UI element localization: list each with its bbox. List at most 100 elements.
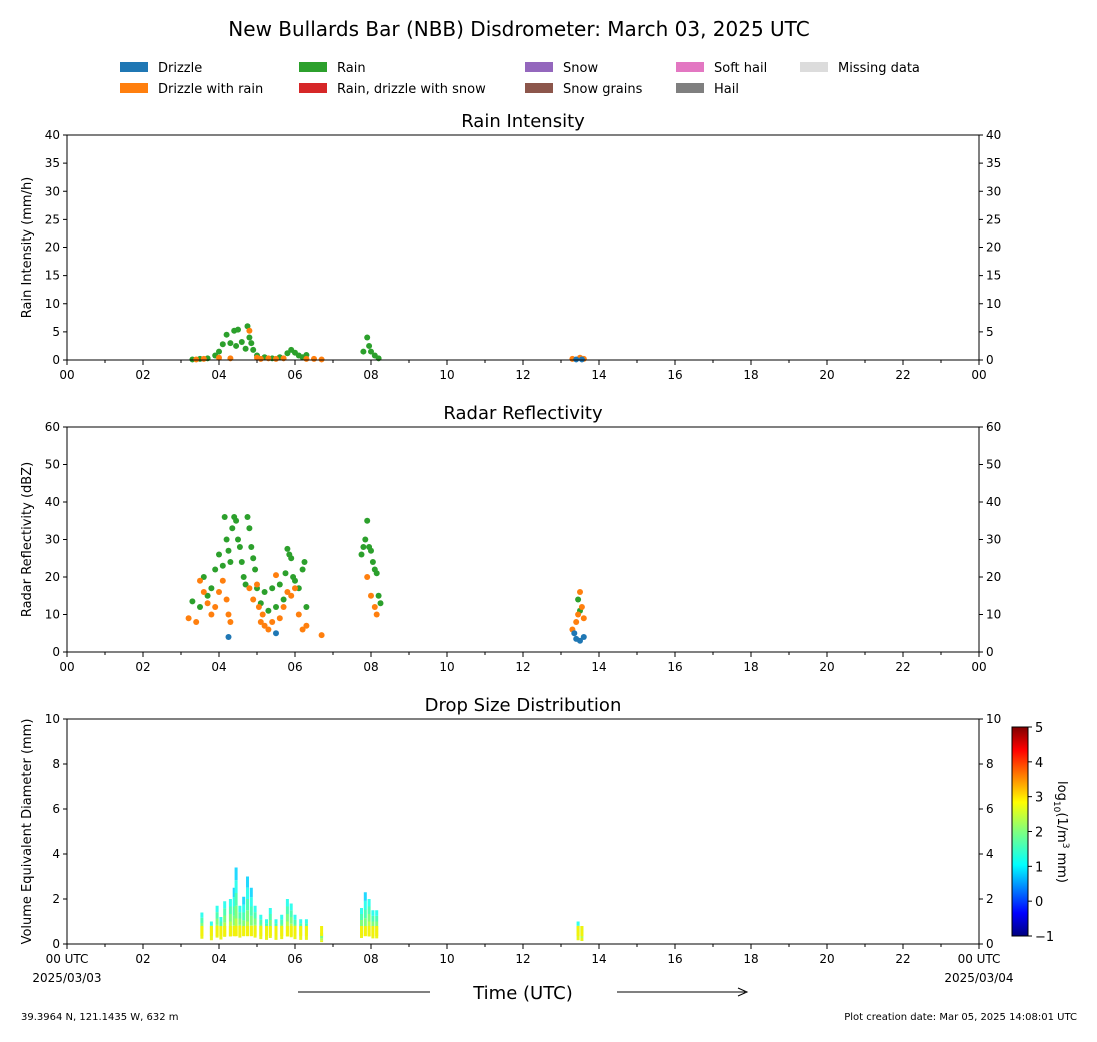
data-point xyxy=(193,356,200,363)
legend-label: Rain, drizzle with snow xyxy=(337,82,486,97)
dsd-cell xyxy=(215,905,219,913)
dsd-cell xyxy=(259,914,263,920)
dsd-cell xyxy=(246,926,249,937)
data-point xyxy=(360,348,367,355)
data-point xyxy=(364,334,371,341)
dsd-cell xyxy=(299,919,303,924)
data-point xyxy=(189,598,196,605)
data-point xyxy=(200,355,207,362)
y-tick-label: 20 xyxy=(45,570,60,584)
dsd-cell xyxy=(375,921,379,928)
x-tick-label: 02 xyxy=(135,660,150,674)
panel-title: Radar Reflectivity xyxy=(443,403,603,424)
dsd-cell xyxy=(274,926,278,937)
data-point xyxy=(219,341,226,348)
dsd-cell xyxy=(360,914,363,920)
dsd-cell xyxy=(367,899,371,907)
data-point xyxy=(204,600,211,607)
data-point xyxy=(216,589,222,595)
data-point xyxy=(368,547,374,554)
data-point xyxy=(246,334,253,341)
plot-frame xyxy=(66,134,980,361)
dsd-cell xyxy=(280,919,284,925)
colorbar-tick-label: 2 xyxy=(1035,826,1043,841)
data-point xyxy=(292,585,298,592)
dsd-cell xyxy=(249,906,253,916)
data-point xyxy=(284,545,291,552)
dsd-cell xyxy=(246,910,249,922)
y-tick-label: 35 xyxy=(45,156,60,170)
dsd-cell xyxy=(223,908,227,916)
x-tick-label: 04 xyxy=(211,368,226,382)
dsd-cell xyxy=(293,914,297,920)
dsd-cell xyxy=(232,915,236,926)
dsd-cell xyxy=(293,919,297,925)
dsd-cell xyxy=(371,915,375,922)
legend-label: Snow grains xyxy=(563,82,643,97)
dsd-cell xyxy=(304,919,308,924)
x-tick-label: 18 xyxy=(743,952,758,966)
data-point xyxy=(375,592,382,599)
dsd-cell xyxy=(367,921,371,929)
data-point xyxy=(269,585,276,592)
arrow-right-head-icon xyxy=(737,987,749,997)
dsd-cell xyxy=(219,921,223,926)
data-point xyxy=(580,634,587,640)
legend-swatch xyxy=(525,62,553,72)
x-tick-label: 00 xyxy=(971,368,986,382)
x-last-tick-date: 2025/03/04 xyxy=(944,971,1013,985)
legend-label: Hail xyxy=(714,82,739,97)
dsd-cell xyxy=(274,919,278,924)
legend-label: Drizzle xyxy=(158,61,202,76)
dsd-cell xyxy=(228,906,232,914)
x-tick-label: 18 xyxy=(743,368,758,382)
dsd-cell xyxy=(371,926,375,937)
data-point xyxy=(358,551,365,558)
dsd-cell xyxy=(259,926,263,937)
data-point xyxy=(368,592,374,599)
dsd-cell xyxy=(242,904,246,913)
data-point xyxy=(254,581,260,588)
y-tick-label-right: 20 xyxy=(986,241,1001,255)
dsd-cell xyxy=(304,926,308,937)
y-tick-label-right: 60 xyxy=(986,420,1001,434)
data-point xyxy=(208,585,215,592)
x-tick-label: 00 xyxy=(59,368,74,382)
colorbar-tick-label: −1 xyxy=(1035,930,1054,945)
dsd-cell xyxy=(289,903,293,911)
dsd-cell xyxy=(228,926,232,937)
data-point xyxy=(259,611,266,618)
dsd-cell xyxy=(289,910,293,917)
data-point xyxy=(273,604,279,610)
data-point xyxy=(373,570,380,577)
dsd-cell xyxy=(268,920,272,926)
y-axis-label: Rain Intensity (mm/h) xyxy=(20,177,35,319)
dsd-cell xyxy=(304,935,308,940)
y-tick-label-right: 50 xyxy=(986,458,1001,472)
x-tick-label: 08 xyxy=(363,952,378,966)
x-tick-label: 12 xyxy=(515,660,530,674)
dsd-cell xyxy=(242,896,246,905)
dsd-cell xyxy=(249,897,253,907)
dsd-cell xyxy=(360,908,363,914)
data-point xyxy=(236,544,243,550)
data-point xyxy=(301,559,308,565)
x-first-tick-date: 2025/03/03 xyxy=(32,971,101,985)
data-point xyxy=(280,596,287,603)
y-tick-label: 0 xyxy=(52,353,60,367)
dsd-cell xyxy=(363,900,367,910)
data-point xyxy=(197,604,203,610)
y-tick-label-right: 30 xyxy=(986,184,1001,198)
x-tick-label: 00 UTC xyxy=(958,952,1001,966)
y-tick-label-right: 0 xyxy=(986,937,994,951)
dsd-cell xyxy=(209,936,213,941)
data-point xyxy=(580,615,587,622)
dsd-cell xyxy=(360,920,363,926)
y-tick-label-right: 20 xyxy=(986,570,1001,584)
y-tick-label: 25 xyxy=(45,212,60,226)
y-tick-label-right: 5 xyxy=(986,325,994,339)
x-tick-label: 20 xyxy=(819,660,834,674)
y-tick-label-right: 35 xyxy=(986,156,1001,170)
dsd-cell xyxy=(367,906,371,914)
data-marks xyxy=(189,323,587,363)
